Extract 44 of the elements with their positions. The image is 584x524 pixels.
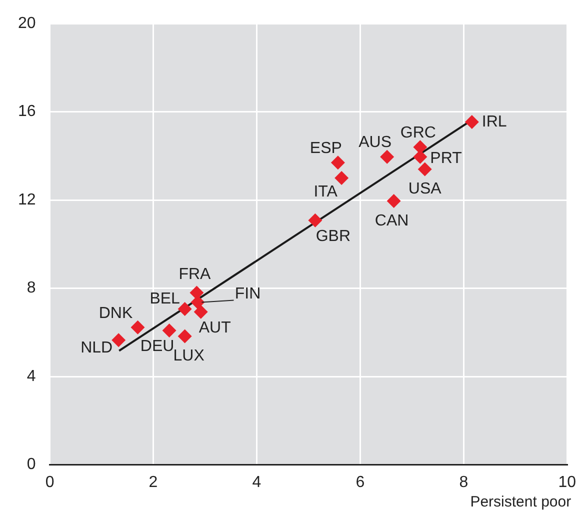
point <box>334 171 349 186</box>
annotation: DEU <box>140 338 174 355</box>
point <box>178 329 192 344</box>
y-tick-label: 12 <box>18 191 36 208</box>
annotation: BEL <box>150 290 180 308</box>
y-tick-label: 4 <box>26 368 36 385</box>
point <box>162 323 176 338</box>
point <box>308 213 322 228</box>
annotation: AUS <box>358 134 392 152</box>
y-tick-label: 0 <box>26 456 36 474</box>
y-tick-label: 8 <box>26 280 36 297</box>
x-tick-label: 0 <box>45 474 54 491</box>
point <box>330 156 345 170</box>
annotation: ITA <box>314 183 338 200</box>
annotation: LUX <box>173 348 205 365</box>
annotation: GRC <box>400 124 436 142</box>
annotation: FRA <box>178 266 212 284</box>
x-tick-label: 2 <box>148 474 158 491</box>
point <box>464 114 479 129</box>
annotation: PRT <box>430 150 462 168</box>
annotation: USA <box>408 180 442 198</box>
point <box>418 162 432 176</box>
point <box>194 304 208 319</box>
point <box>386 194 401 208</box>
annotation: ESP <box>310 140 342 157</box>
annotation: FIN <box>234 286 261 303</box>
annotation: NLD <box>80 340 113 357</box>
x-tick-label: 10 <box>558 474 576 491</box>
annotation: IRL <box>482 113 507 130</box>
point <box>178 302 192 316</box>
y-tick-label: 16 <box>18 103 36 120</box>
annotation: AUT <box>198 319 232 336</box>
point <box>112 333 126 348</box>
x-axis-title: Persistent poor <box>470 493 572 510</box>
x-tick-label: 4 <box>252 474 262 491</box>
point <box>190 295 205 310</box>
x-tick-label: 8 <box>459 474 468 491</box>
annotation: DNK <box>98 304 133 322</box>
annotation: CAN <box>374 212 409 230</box>
point <box>130 320 145 334</box>
x-tick-label: 6 <box>356 474 365 491</box>
annotation: GBR <box>316 228 351 245</box>
y-tick-label: 20 <box>18 15 36 32</box>
point <box>380 150 394 164</box>
